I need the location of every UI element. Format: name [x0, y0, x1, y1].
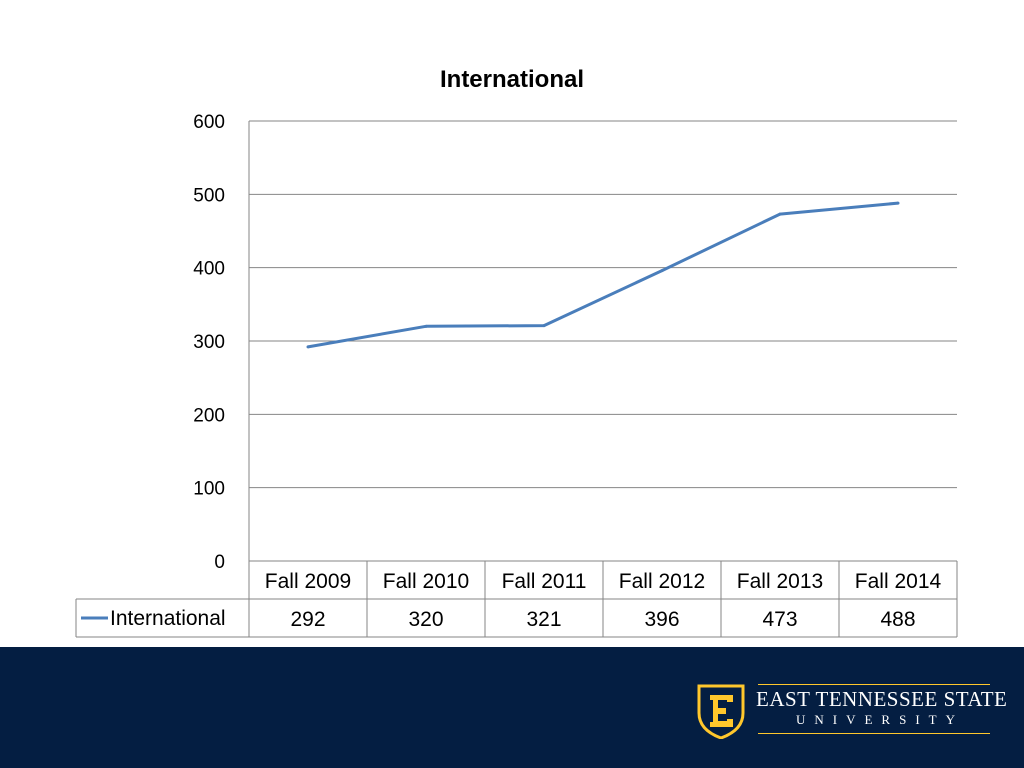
data-point — [896, 201, 900, 205]
data-table-value: 396 — [644, 608, 679, 631]
x-category-label: Fall 2012 — [619, 570, 705, 593]
y-tick-label-0: 0 — [214, 552, 225, 573]
data-point — [306, 345, 310, 349]
data-table-value: 473 — [762, 608, 797, 631]
y-axis-tick-labels: 0 100 200 300 400 500 600 — [193, 112, 225, 573]
data-table-value: 321 — [526, 608, 561, 631]
x-category-label: Fall 2010 — [383, 570, 469, 593]
data-point — [542, 324, 546, 328]
series-line-0 — [307, 201, 899, 349]
x-category-label: Fall 2011 — [502, 570, 587, 593]
y-tick-label-100: 100 — [193, 479, 225, 500]
data-table-value: 488 — [880, 608, 915, 631]
etsu-e-shield-icon — [697, 684, 745, 739]
logo-rule-bottom — [758, 733, 990, 734]
data-table-value: 292 — [290, 608, 325, 631]
data-table: Fall 2009 Fall 2010 Fall 2011 Fall 2012 Fall… — [75, 560, 958, 638]
x-category-label: Fall 2013 — [737, 570, 823, 593]
logo-name-line1: EAST TENNESSEE STATE — [756, 687, 1008, 711]
x-category-label: Fall 2014 — [855, 570, 942, 593]
y-tick-label-400: 400 — [193, 259, 225, 280]
logo-rule-top — [758, 684, 990, 685]
data-point — [424, 324, 428, 328]
data-table-value: 320 — [408, 608, 443, 631]
x-category-label: Fall 2009 — [265, 570, 351, 593]
chart-title: International — [440, 66, 584, 93]
data-point — [660, 269, 664, 273]
footer-bar — [0, 647, 1024, 768]
chart-gridlines — [248, 120, 957, 561]
data-point — [778, 212, 782, 216]
y-tick-label-200: 200 — [193, 405, 225, 426]
series-layer — [306, 201, 900, 349]
y-tick-label-300: 300 — [193, 332, 225, 353]
legend-label: International — [110, 607, 226, 630]
logo-name-line2: UNIVERSITY — [796, 712, 964, 727]
y-tick-label-500: 500 — [193, 185, 225, 206]
university-logo: EAST TENNESSEE STATE UNIVERSITY — [696, 683, 1007, 739]
y-tick-label-600: 600 — [193, 112, 225, 133]
